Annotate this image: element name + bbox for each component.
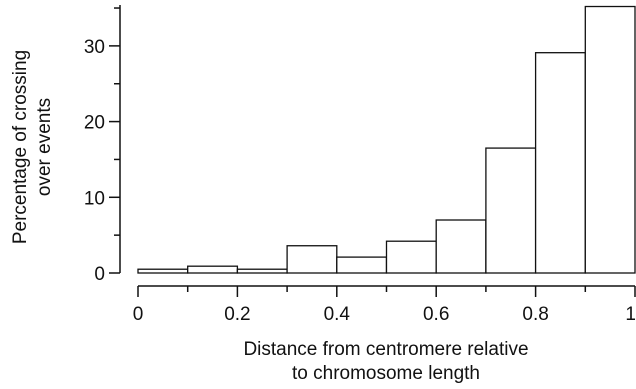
histogram-bar <box>236 268 288 274</box>
y-tick-label: 30 <box>84 37 105 58</box>
x-axis-label-line-2: to chromosome length <box>292 363 480 384</box>
y-axis: 0 10 20 30 <box>84 5 121 285</box>
histogram-bar <box>137 268 189 274</box>
x-axis: 0 0.2 0.4 0.6 0.8 1 <box>133 285 636 325</box>
y-axis-label-line-1: Percentage of crossing <box>10 50 31 244</box>
bars-group <box>137 5 636 274</box>
x-tick-label: 0 <box>133 304 144 325</box>
y-tick-label: 20 <box>84 113 105 134</box>
histogram-bar <box>336 256 388 274</box>
histogram-bar <box>534 52 586 274</box>
x-tick-label: 0.6 <box>423 304 449 325</box>
histogram-bar <box>485 147 537 274</box>
histogram-bar <box>385 240 437 274</box>
x-tick-label: 0.4 <box>324 304 351 325</box>
histogram-bar <box>435 219 487 274</box>
y-tick-label: 10 <box>84 188 105 209</box>
x-tick-label: 0.2 <box>224 304 250 325</box>
y-tick-label: 0 <box>94 264 105 285</box>
y-axis-label-line-2: over events <box>34 98 55 196</box>
histogram-bar <box>286 245 338 274</box>
histogram-bar <box>187 265 239 274</box>
x-tick-label: 1 <box>625 304 636 325</box>
x-tick-label: 0.8 <box>522 304 548 325</box>
x-axis-label-line-1: Distance from centromere relative <box>243 339 528 360</box>
histogram-bar <box>584 5 636 274</box>
